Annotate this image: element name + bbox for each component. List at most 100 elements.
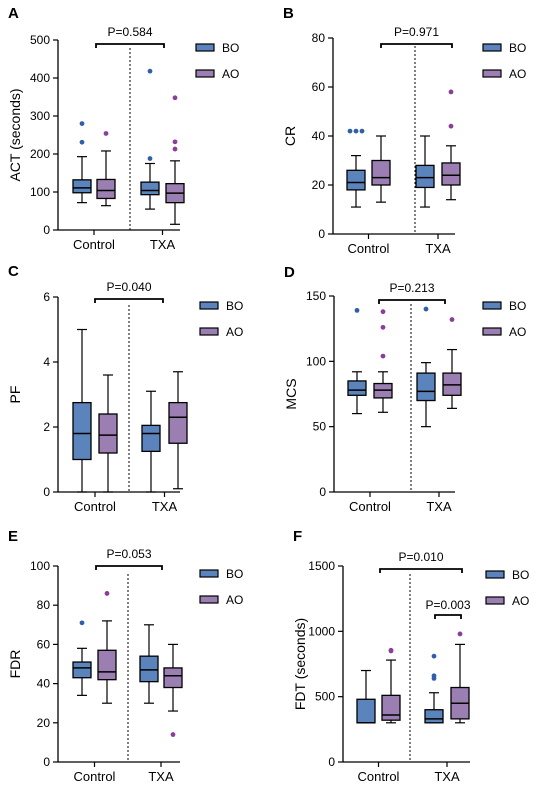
x-tick-label: TXA (426, 499, 452, 514)
panel-letter: D (284, 264, 295, 281)
legend-swatch-bo (199, 301, 219, 310)
y-tick-label: 500 (30, 33, 50, 47)
outlier-point (79, 139, 85, 145)
y-tick-label: 1500 (308, 559, 335, 573)
bracket-line (378, 299, 446, 304)
box-iqr (416, 372, 436, 402)
x-tick-label: TXA (434, 769, 460, 784)
y-axis-title: ACT (seconds) (7, 88, 23, 181)
legend-label-ao: AO (226, 593, 243, 607)
outlier-point (380, 353, 386, 359)
p-value-label: P=0.053 (106, 547, 151, 561)
outlier-point (431, 653, 437, 659)
significance-bracket: P=0.971 (380, 25, 453, 48)
legend: BO AO (485, 568, 529, 608)
panel-letter: E (8, 528, 18, 545)
y-tick-label: 4 (43, 355, 50, 369)
legend-label-bo: BO (222, 41, 239, 55)
p-value-label: P=0.584 (107, 25, 152, 39)
box-ao-control (373, 309, 393, 413)
y-axis-title: PF (7, 386, 23, 404)
panel-letter: C (8, 263, 19, 280)
panel-letter: B (283, 5, 294, 22)
y-tick-label: 2 (43, 420, 50, 434)
significance-bracket: P=0.584 (95, 25, 165, 48)
outlier-point (172, 95, 178, 101)
significance-bracket: P=0.010 (379, 550, 463, 573)
outlier-point (104, 591, 110, 596)
y-tick-label: 40 (312, 129, 326, 143)
legend-swatch-bo (482, 301, 502, 310)
box-ao-control (97, 591, 117, 704)
box-bo-txa (415, 135, 435, 208)
box-iqr (140, 181, 160, 196)
outlier-point (359, 128, 365, 134)
bracket-line (95, 43, 165, 48)
box-ao-txa (165, 95, 185, 225)
legend-label-ao: AO (512, 594, 529, 608)
y-tick-label: 80 (37, 598, 51, 612)
y-tick-label: 60 (312, 80, 326, 94)
y-tick-label: 300 (30, 109, 50, 123)
outlier-point (147, 156, 153, 161)
box-iqr (441, 162, 461, 186)
box-iqr (424, 709, 444, 724)
y-tick-label: 20 (37, 716, 51, 730)
legend-swatch-bo (199, 569, 219, 578)
significance-bracket-txa: P=0.003 (425, 598, 471, 619)
legend-label-ao: AO (509, 67, 526, 81)
y-tick-label: 100 (30, 559, 50, 573)
legend-swatch-ao (485, 596, 505, 605)
panel-letter: A (8, 5, 19, 22)
legend-swatch-ao (482, 327, 502, 336)
legend-label-ao: AO (222, 67, 239, 81)
x-tick-label: Control (74, 769, 116, 784)
y-tick-label: 0 (319, 485, 326, 499)
outlier-point (423, 306, 429, 312)
bracket-line (94, 298, 164, 303)
y-tick-label: 0 (43, 485, 50, 499)
p-value-label: P=0.971 (394, 25, 439, 39)
y-tick-label: 200 (30, 147, 50, 161)
legend-label-ao: AO (509, 325, 526, 339)
bracket-line (380, 43, 453, 48)
x-tick-label: Control (349, 499, 391, 514)
y-axis-title: FDR (7, 650, 23, 679)
box-iqr (168, 401, 188, 444)
y-tick-label: 1000 (308, 624, 335, 638)
y-tick-label: 100 (306, 354, 326, 368)
outlier-point (380, 324, 386, 330)
bracket-line (95, 565, 163, 570)
box-bo-control (72, 121, 92, 204)
legend-label-bo: BO (226, 299, 243, 313)
box-bo-control (72, 620, 92, 696)
box-ao-control (98, 374, 118, 493)
panel-c: C 0 2 4 6 PF Control TXA P=0.040 BO AO (7, 263, 243, 514)
x-tick-label: TXA (150, 237, 176, 252)
legend-label-ao: AO (226, 325, 243, 339)
legend-swatch-ao (199, 595, 219, 604)
box-bo-txa (424, 653, 444, 724)
box-iqr (96, 178, 116, 200)
box-ao-txa (168, 371, 188, 490)
x-tick-label: Control (358, 769, 400, 784)
box-iqr (72, 401, 92, 461)
legend: BO AO (482, 41, 526, 81)
outlier-point (380, 309, 386, 315)
x-tick-label: Control (73, 237, 115, 252)
outlier-point (431, 673, 437, 679)
panel-d: D 0 50 100 150 MCS Control TXA P=0.213 BO AO (283, 264, 526, 514)
legend: BO AO (195, 41, 239, 81)
legend-swatch-ao (195, 69, 215, 78)
box-bo-txa (139, 624, 159, 704)
x-tick-label: TXA (425, 241, 451, 256)
box-ao-txa (442, 317, 462, 409)
box-iqr (381, 694, 401, 721)
p-value-label: P=0.213 (389, 281, 434, 295)
outlier-point (448, 89, 454, 95)
y-axis-title: CR (282, 126, 298, 146)
box-ao-txa (441, 89, 461, 201)
y-tick-label: 150 (306, 289, 326, 303)
p-value-label: P=0.040 (106, 280, 151, 294)
